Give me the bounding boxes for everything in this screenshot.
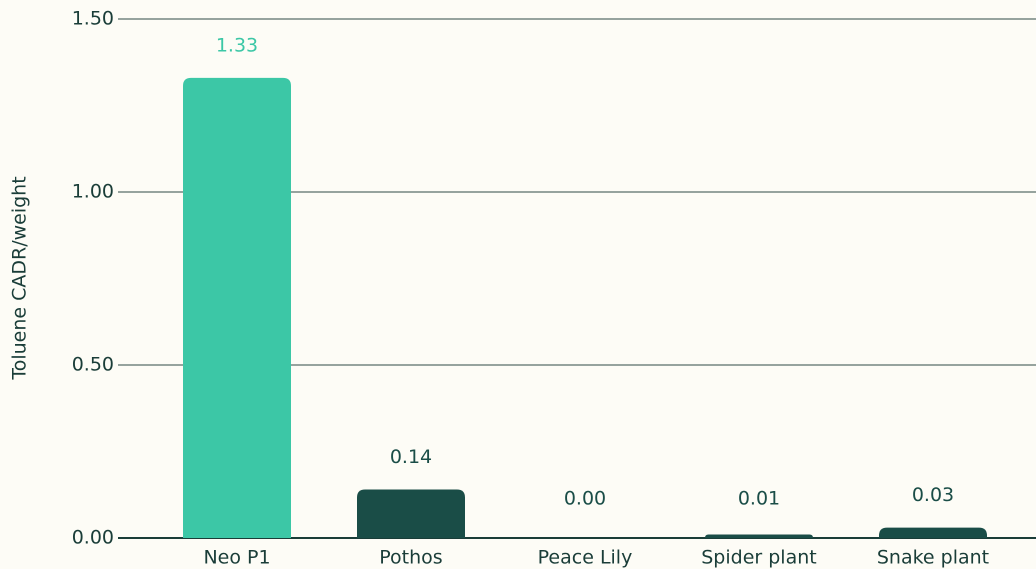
value-label: 1.33 bbox=[216, 34, 258, 56]
x-tick-label: Neo P1 bbox=[203, 547, 270, 569]
value-label: 0.01 bbox=[738, 488, 780, 510]
value-label: 0.03 bbox=[912, 484, 954, 506]
bar bbox=[183, 77, 291, 538]
bar bbox=[879, 527, 987, 538]
y-tick-label: 1.00 bbox=[72, 181, 114, 203]
y-tick-label: 0.50 bbox=[72, 354, 114, 376]
bar bbox=[357, 489, 465, 538]
x-tick-label: Spider plant bbox=[701, 547, 816, 569]
bar bbox=[705, 534, 813, 538]
y-tick-label: 1.50 bbox=[72, 8, 114, 30]
x-tick-label: Peace Lily bbox=[538, 547, 633, 569]
x-tick-label: Snake plant bbox=[877, 547, 989, 569]
value-label: 0.14 bbox=[390, 446, 432, 468]
value-label: 0.00 bbox=[564, 488, 606, 510]
y-axis-label: Toluene CADR/weight bbox=[9, 176, 31, 380]
y-tick-label: 0.00 bbox=[72, 527, 114, 549]
x-tick-label: Pothos bbox=[379, 547, 442, 569]
